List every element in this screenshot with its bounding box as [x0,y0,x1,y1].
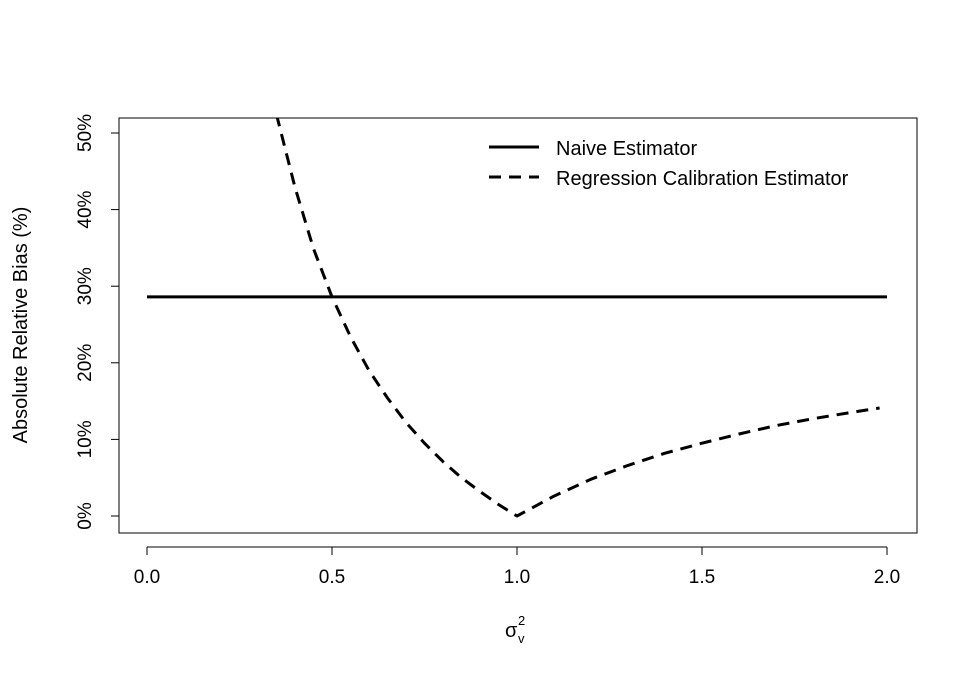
x-tick-label: 0.0 [134,567,160,588]
series-layer [147,118,887,518]
y-tick-label: 30% [75,267,96,305]
x-axis: 0.0 0.5 1.0 1.5 2.0 [134,546,900,588]
x-axis-title-subscript: v [518,631,525,646]
x-tick-label: 1.5 [689,567,715,588]
y-tick-label: 10% [75,420,96,458]
y-axis-title: Absolute Relative Bias (%) [10,207,32,444]
y-tick-label: 0% [75,502,96,530]
x-tick-label: 0.5 [319,567,345,588]
x-axis-title-superscript: 2 [518,613,525,628]
y-tick-label: 40% [75,190,96,228]
y-tick-label: 20% [75,344,96,382]
legend-label-rc: Regression Calibration Estimator [556,168,849,190]
x-axis-title-symbol: σ [505,620,518,642]
x-tick-label: 1.0 [504,567,530,588]
legend: Naive Estimator Regression Calibration E… [489,138,849,190]
x-axis-title: σ v 2 [505,613,530,648]
y-tick-label: 50% [75,114,96,152]
x-tick-label: 2.0 [874,567,900,588]
y-axis: 0% 10% 20% 30% 40% 50% [75,114,120,530]
series-line-regression-calibration [275,118,880,518]
legend-label-naive: Naive Estimator [556,138,697,160]
